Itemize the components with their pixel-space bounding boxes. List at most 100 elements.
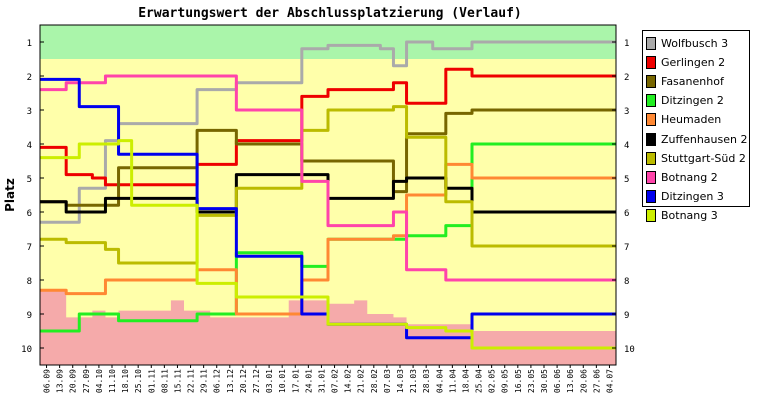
legend-label: Gerlingen 2 xyxy=(661,56,726,70)
x-tick-label: 28.02 xyxy=(370,369,379,393)
series-line-3 xyxy=(40,108,616,207)
y-tick-label-right: 5 xyxy=(624,175,629,185)
legend-swatch xyxy=(646,37,656,51)
x-tick-label: 31.01 xyxy=(317,369,326,393)
x-tick-label: 07.03 xyxy=(383,369,392,393)
legend: Wolfbusch 3 Gerlingen 2 Fasanenhof Ditzinge… xyxy=(642,30,750,222)
x-tick-label: 24.01 xyxy=(304,369,313,393)
x-tick-label: 30.05 xyxy=(540,369,549,393)
legend-label: Fasanenhof xyxy=(661,75,724,89)
x-tick-label: 03.01 xyxy=(265,369,274,393)
x-tick-label: 23.05 xyxy=(527,369,536,393)
legend-item-3: Fasanenhof xyxy=(643,72,749,91)
y-ticks-right: 1 2 3 4 5 6 7 8 9 10 xyxy=(612,39,635,355)
x-tick-label: 06.09 xyxy=(43,369,52,393)
x-tick-label: 13.06 xyxy=(566,369,575,393)
x-tick-label: 18.10 xyxy=(121,369,130,393)
x-tick-label: 17.01 xyxy=(291,369,300,393)
x-tick-label: 28.03 xyxy=(422,369,431,393)
x-tick-label: 10.01 xyxy=(278,369,287,393)
series-line-1 xyxy=(40,40,616,224)
x-tick-label: 01.11 xyxy=(147,369,156,393)
legend-item-7: Stuttgart-Süd 2 xyxy=(643,149,749,168)
x-tick-label: 09.05 xyxy=(501,369,510,393)
plot-frame xyxy=(39,24,617,366)
x-tick-label: 15.11 xyxy=(173,369,182,393)
series-lines xyxy=(40,40,616,350)
x-tick-label: 06.06 xyxy=(553,369,562,393)
x-tick-label: 29.11 xyxy=(200,369,209,393)
x-tick-label: 21.02 xyxy=(357,369,366,393)
legend-swatch xyxy=(646,75,656,89)
y-tick-label-left: 2 xyxy=(27,73,32,83)
legend-label: Wolfbusch 3 xyxy=(661,37,729,51)
legend-swatch xyxy=(646,170,656,184)
legend-swatch xyxy=(646,151,656,165)
y-tick-label-right: 9 xyxy=(624,311,629,321)
x-tick-label: 20.09 xyxy=(69,369,78,393)
x-tick-label: 13.09 xyxy=(56,369,65,393)
x-tick-label: 14.03 xyxy=(396,369,405,393)
y-tick-label-left: 6 xyxy=(27,209,32,219)
legend-swatch xyxy=(646,56,656,70)
x-tick-label: 04.07 xyxy=(605,369,614,393)
y-tick-label-right: 10 xyxy=(624,345,635,355)
series-line-10 xyxy=(40,139,616,350)
series-line-7 xyxy=(40,105,616,265)
x-tick-label: 27.09 xyxy=(82,369,91,393)
legend-item-5: Heumaden xyxy=(643,110,749,129)
x-tick-label: 16.05 xyxy=(514,369,523,393)
y-tick-label-right: 7 xyxy=(624,243,629,253)
y-tick-label-left: 3 xyxy=(27,107,32,117)
x-tick-label: 08.11 xyxy=(160,369,169,393)
legend-swatch xyxy=(646,113,656,127)
y-tick-label-right: 1 xyxy=(624,39,629,49)
x-tick-label: 20.06 xyxy=(579,369,588,393)
y-tick-label-left: 10 xyxy=(21,345,32,355)
legend-label: Botnang 2 xyxy=(661,170,718,184)
x-tick-label: 25.10 xyxy=(134,369,143,393)
legend-item-9: Ditzingen 3 xyxy=(643,187,749,206)
series-line-4 xyxy=(40,142,616,333)
x-tick-label: 25.04 xyxy=(475,369,484,393)
legend-item-8: Botnang 2 xyxy=(643,168,749,187)
y-tick-label-left: 9 xyxy=(27,311,32,321)
x-tick-label: 11.10 xyxy=(108,369,117,393)
legend-label: Botnang 3 xyxy=(661,208,718,222)
legend-label: Ditzingen 3 xyxy=(661,189,724,203)
series-line-9 xyxy=(40,77,616,340)
x-tick-label: 14.02 xyxy=(344,369,353,393)
series-line-2 xyxy=(40,67,616,187)
x-tick-label: 06.12 xyxy=(213,369,222,393)
y-tick-label-left: 5 xyxy=(27,175,32,185)
x-tick-label: 02.05 xyxy=(488,369,497,393)
legend-item-4: Ditzingen 2 xyxy=(643,91,749,110)
legend-swatch xyxy=(646,189,656,203)
x-tick-label: 04.04 xyxy=(435,369,444,393)
legend-label: Stuttgart-Süd 2 xyxy=(661,151,746,165)
legend-label: Ditzingen 2 xyxy=(661,94,724,108)
y-tick-label-left: 8 xyxy=(27,277,32,287)
legend-swatch xyxy=(646,94,656,108)
y-tick-label-left: 1 xyxy=(27,39,32,49)
x-tick-label: 13.12 xyxy=(226,369,235,393)
x-tick-label: 11.04 xyxy=(448,369,457,393)
y-tick-label-right: 2 xyxy=(624,73,629,83)
y-tick-label-right: 3 xyxy=(624,107,629,117)
x-ticks: 06.09 13.09 20.09 27.09 04.10 11.10 18.10 25.10… xyxy=(43,365,614,393)
y-ticks-left: 1 2 3 4 5 6 7 8 9 10 xyxy=(21,39,44,355)
series-line-8 xyxy=(40,74,616,282)
chart-title: Erwartungswert der Abschlussplatzierung … xyxy=(138,6,522,21)
legend-swatch xyxy=(646,208,656,222)
legend-label: Heumaden xyxy=(661,113,722,127)
x-tick-label: 22.11 xyxy=(187,369,196,393)
legend-item-10: Botnang 3 xyxy=(643,206,749,225)
y-tick-label-left: 4 xyxy=(27,141,32,151)
x-tick-label: 27.06 xyxy=(592,369,601,393)
x-tick-label: 07.02 xyxy=(331,369,340,393)
x-tick-label: 27.12 xyxy=(252,369,261,393)
legend-item-6: Zuffenhausen 2 xyxy=(643,129,749,148)
x-tick-label: 21.03 xyxy=(409,369,418,393)
x-tick-label: 04.10 xyxy=(95,369,104,393)
